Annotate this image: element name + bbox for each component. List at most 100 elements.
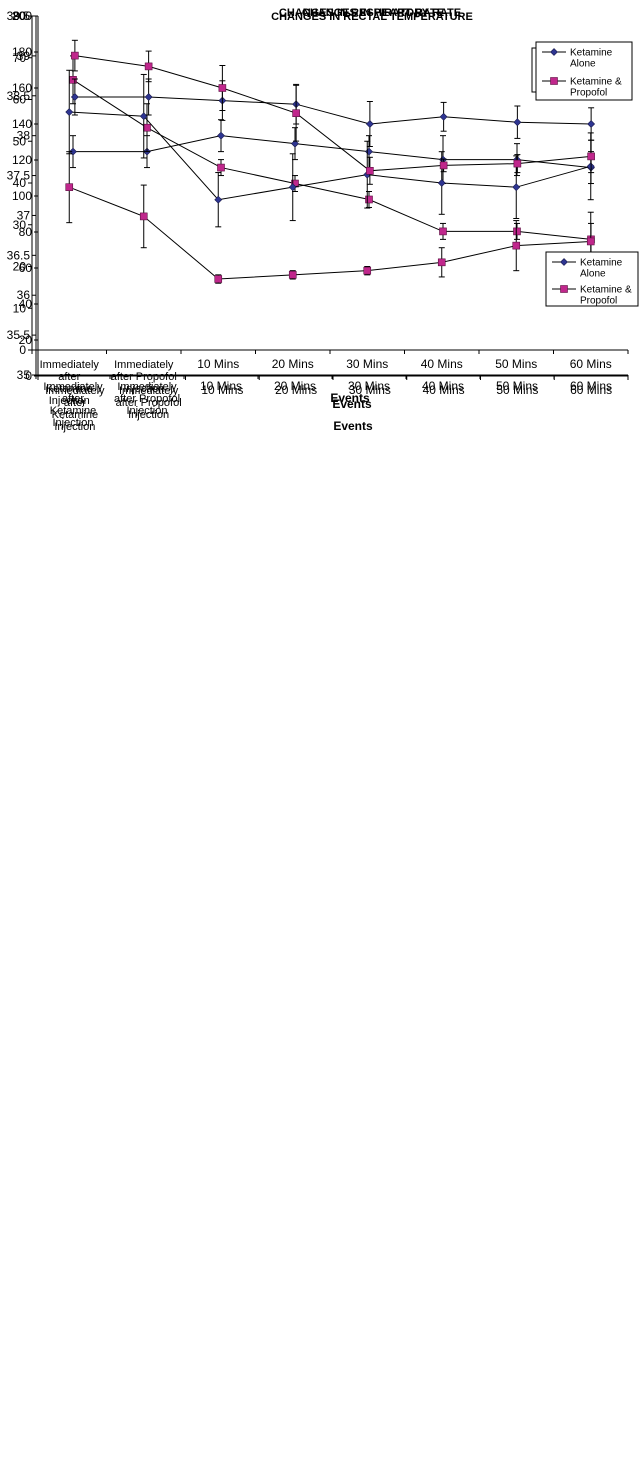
heart-rate-chart: CHANGES IN HEART RATE0204060801001201401… (12, 7, 639, 433)
data-point (366, 167, 374, 175)
y-tick-label: 39 (17, 49, 31, 63)
chart-title: CHANGES IN HEART RATE (302, 7, 444, 19)
series-ketamine-propofol (71, 39, 595, 185)
y-tick-label: 38.5 (7, 89, 31, 103)
y-tick-label: 60 (13, 93, 27, 107)
x-tick-label: 40 Mins (422, 379, 464, 393)
x-tick-label: 50 Mins (496, 379, 538, 393)
data-point (586, 237, 595, 246)
legend-label: Ketamine &Propofol (580, 285, 632, 307)
x-tick-label: 20 Mins (275, 383, 317, 397)
y-tick-label: 70 (13, 51, 27, 65)
legend-marker (550, 77, 558, 85)
data-point (439, 112, 448, 121)
x-tick-label: 30 Mins (348, 379, 390, 393)
x-tick-label: 40 Mins (421, 357, 463, 371)
data-point (512, 183, 521, 192)
x-tick-label: 50 Mins (495, 357, 537, 371)
data-point (218, 84, 227, 92)
y-tick-label: 40 (19, 297, 33, 311)
series-line (69, 111, 591, 201)
y-tick-label: 0 (25, 369, 32, 383)
y-tick-label: 36 (17, 288, 31, 302)
x-tick-label: 10 Mins (201, 383, 243, 397)
series-line (74, 96, 592, 125)
y-tick-label: 50 (13, 134, 27, 148)
x-tick-label: Immediately after Propofol Injection (111, 359, 177, 395)
data-point (365, 120, 374, 128)
data-point (587, 120, 596, 128)
legend-marker (560, 285, 568, 293)
y-tick-label: 36.5 (7, 248, 31, 262)
data-point (70, 93, 79, 101)
x-tick-label: 20 Mins (272, 357, 314, 371)
data-point (292, 109, 300, 117)
y-tick-label: 140 (12, 117, 32, 131)
x-tick-label: Immediately after Ketamine Injection (43, 381, 103, 429)
data-point (513, 118, 522, 127)
x-axis-label: Events (332, 397, 372, 411)
series-ketamine-alone (70, 78, 596, 147)
x-tick-label: Immediately after Propofol Injection (116, 385, 182, 421)
x-tick-label: 10 Mins (197, 357, 239, 371)
x-tick-label: 30 Mins (346, 357, 388, 371)
chart-title: CHANGES IN RECTAL TEMPERATURE (271, 11, 473, 23)
y-tick-label: 20 (19, 333, 33, 347)
x-tick-label: 30 Mins (349, 383, 391, 397)
data-point (288, 271, 297, 279)
data-point (144, 62, 153, 71)
y-tick-label: 35.5 (7, 328, 31, 342)
series-ketamine-propofol (65, 151, 595, 284)
x-axis-label: Events (330, 391, 370, 405)
data-point (437, 258, 446, 267)
x-tick-label: Immediately after Propofol Injection (114, 381, 180, 417)
x-tick-label: 60 Mins (570, 379, 612, 393)
x-axis-label: Events (333, 419, 373, 433)
y-tick-label: 37.5 (7, 169, 31, 183)
y-tick-label: 38 (17, 129, 31, 143)
y-tick-label: 35 (17, 368, 31, 382)
series-line (73, 135, 592, 169)
series-line (69, 186, 591, 280)
data-point (291, 139, 299, 148)
y-tick-label: 10 (13, 301, 27, 315)
y-tick-label: 0 (19, 343, 26, 357)
data-point (439, 161, 448, 170)
data-point (363, 266, 372, 275)
y-tick-label: 80 (19, 225, 33, 239)
x-tick-label: Immediately after Ketamine Injection (40, 359, 100, 407)
data-point (512, 241, 521, 250)
data-point (217, 163, 225, 172)
y-tick-label: 37 (17, 208, 31, 222)
y-tick-label: 160 (12, 81, 32, 95)
x-tick-label: 10 Mins (200, 379, 242, 393)
y-tick-label: 30 (13, 218, 27, 232)
x-tick-label: 20 Mins (274, 379, 316, 393)
x-tick-label: 60 Mins (570, 357, 612, 371)
x-tick-label: 40 Mins (423, 383, 465, 397)
data-point (65, 108, 74, 116)
data-point (437, 179, 446, 187)
x-tick-label: 50 Mins (496, 383, 538, 397)
data-point (214, 275, 223, 283)
legend-marker (560, 258, 568, 266)
data-point (513, 227, 521, 236)
data-point (139, 212, 148, 221)
y-tick-label: 180 (12, 45, 32, 59)
y-tick-label: 20 (13, 260, 27, 274)
data-point (217, 131, 225, 140)
data-point (365, 195, 373, 204)
legend-label: Ketamine &Propofol (570, 77, 622, 99)
y-tick-label: 100 (12, 189, 32, 203)
y-tick-label: 40 (13, 176, 27, 190)
data-point (439, 227, 447, 236)
data-point (144, 93, 153, 101)
series-line (74, 55, 592, 172)
data-point (65, 183, 74, 191)
data-point (214, 195, 223, 204)
chart-title: CHANGES IN RESPIRATORY RATE (279, 7, 461, 19)
x-tick-label: Immediately after Ketamine Injection (45, 385, 105, 433)
